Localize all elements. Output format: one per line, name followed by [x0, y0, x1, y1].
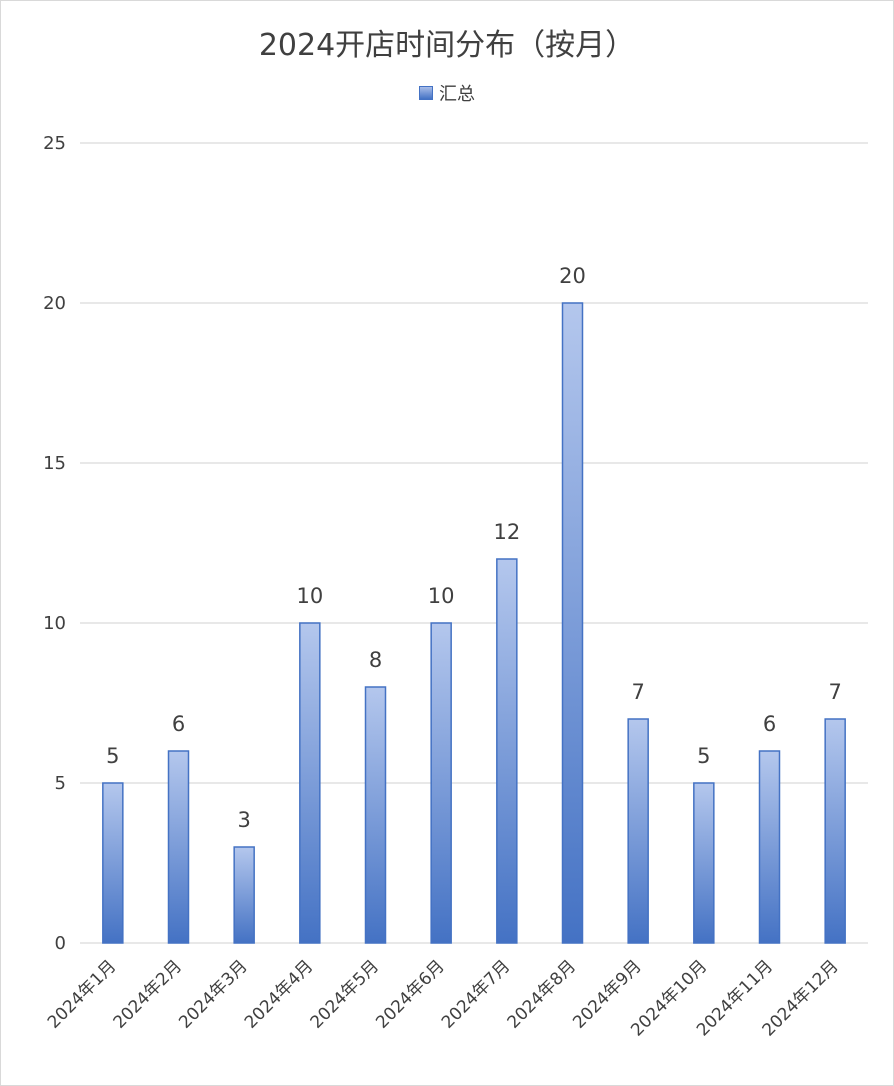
y-tick-label: 10 [43, 613, 66, 634]
legend: 汇总 [0, 80, 894, 106]
y-axis: 0 5 10 15 20 25 [43, 133, 66, 954]
bar [102, 782, 124, 944]
data-label: 7 [631, 680, 644, 704]
bar [693, 782, 715, 944]
data-label: 5 [106, 744, 119, 768]
x-tick-label: 2024年6月 [372, 956, 448, 1032]
x-tick-label: 2024年8月 [504, 956, 580, 1032]
x-tick-label: 2024年3月 [175, 956, 251, 1032]
x-tick-label: 2024年7月 [438, 956, 514, 1032]
bar [233, 846, 255, 944]
data-label: 12 [493, 520, 520, 544]
x-axis: 2024年1月2024年2月2024年3月2024年4月2024年5月2024年… [44, 956, 843, 1040]
data-label: 20 [559, 264, 586, 288]
data-label: 6 [763, 712, 776, 736]
x-tick-label: 2024年5月 [307, 956, 383, 1032]
data-labels: 5 6 3 10 8 10 12 20 7 5 6 7 [106, 264, 842, 832]
y-tick-label: 0 [55, 933, 66, 954]
bar [758, 750, 781, 944]
y-tick-label: 15 [43, 453, 66, 474]
data-label: 3 [237, 808, 250, 832]
bar [627, 718, 649, 944]
bar [167, 750, 190, 944]
x-tick-label: 2024年2月 [110, 956, 186, 1032]
x-tick-label: 2024年1月 [44, 956, 120, 1032]
bars [102, 302, 846, 944]
data-label: 10 [296, 584, 323, 608]
data-label: 10 [428, 584, 455, 608]
bar [364, 686, 387, 944]
y-tick-label: 5 [55, 773, 66, 794]
chart-title: 2024开店时间分布（按月） [258, 28, 636, 63]
legend-swatch [419, 86, 433, 100]
gridlines [80, 142, 868, 944]
data-label: 8 [369, 648, 382, 672]
y-tick-label: 20 [43, 293, 66, 314]
bar [299, 622, 321, 944]
bar [430, 622, 452, 944]
legend-label: 汇总 [439, 84, 475, 105]
x-tick-label: 2024年4月 [241, 956, 317, 1032]
data-label: 6 [172, 712, 185, 736]
bar [824, 718, 846, 944]
bar [496, 558, 518, 944]
data-label: 5 [697, 744, 710, 768]
bar [561, 302, 584, 944]
data-label: 7 [828, 680, 841, 704]
y-tick-label: 25 [43, 133, 66, 154]
